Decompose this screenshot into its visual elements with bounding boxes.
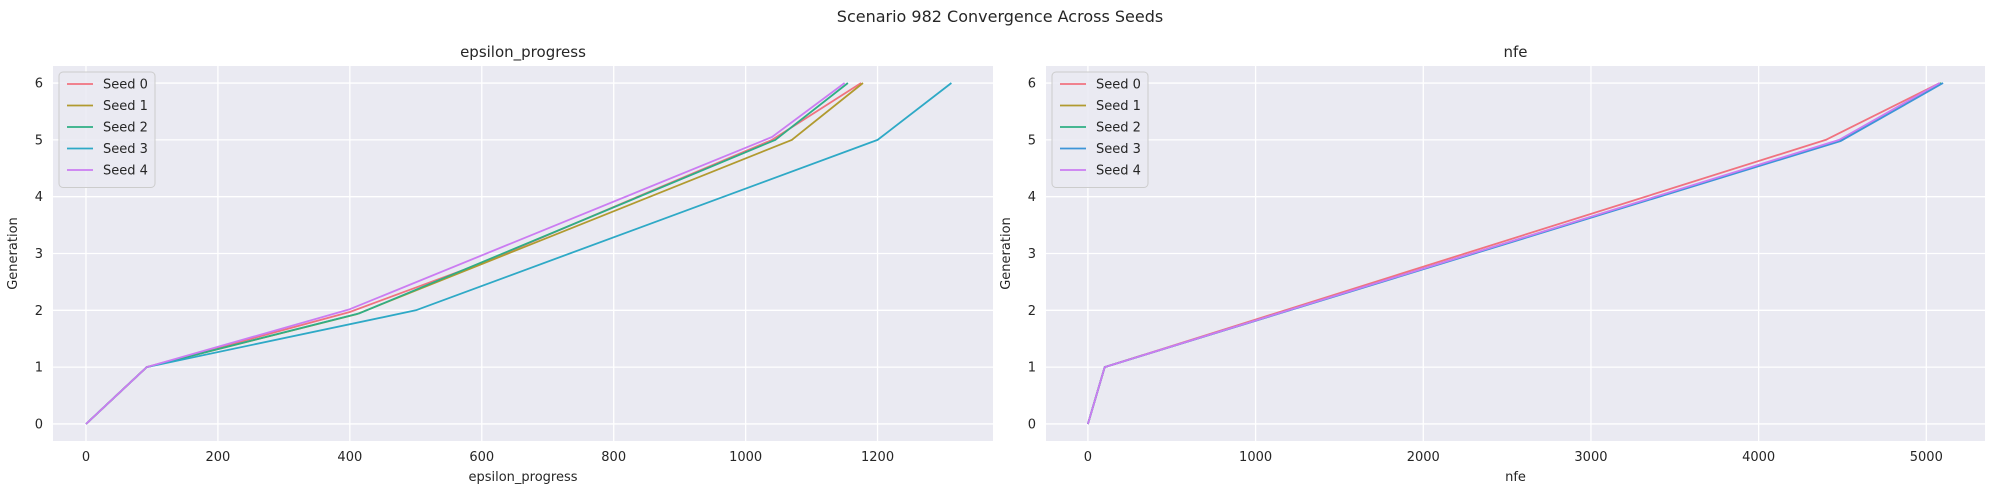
- y-axis-label: Generation: [999, 217, 1014, 290]
- legend-label: Seed 1: [1096, 99, 1141, 114]
- chart-panel-nfe: 0 1000 2000 3000 4000 5000 0 1 2 3 4 5 6 nfe Generatio…: [999, 43, 1985, 485]
- x-tick-label: 4000: [1742, 450, 1775, 465]
- legend-label: Seed 1: [103, 99, 148, 114]
- legend: Seed 0 Seed 1 Seed 2 Seed 3 Seed 4: [58, 71, 156, 188]
- x-tick-label: 1000: [729, 450, 762, 465]
- y-tick-label: 3: [35, 247, 43, 262]
- x-tick-label: 1200: [861, 450, 894, 465]
- y-tick-label: 1: [35, 361, 43, 376]
- y-tick-label: 5: [35, 133, 43, 148]
- figure-title: Scenario 982 Convergence Across Seeds: [837, 7, 1163, 26]
- legend-label: Seed 4: [103, 164, 148, 179]
- legend-box: [58, 71, 156, 188]
- chart-title: nfe: [1503, 43, 1527, 61]
- y-tick-label: 0: [35, 417, 43, 432]
- x-tick-label: 600: [469, 450, 494, 465]
- chart-title: epsilon_progress: [460, 43, 586, 62]
- legend: Seed 0 Seed 1 Seed 2 Seed 3 Seed 4: [1051, 71, 1149, 188]
- legend-label: Seed 4: [1096, 164, 1141, 179]
- y-tick-label: 4: [1028, 190, 1036, 205]
- y-tick-label: 0: [1028, 417, 1036, 432]
- x-tick-label: 0: [1084, 450, 1092, 465]
- chart-panel-epsilon-progress: 0 200 400 600 800 1000 1200 0 1 2 3 4 5 6 epsilon_prog…: [6, 43, 993, 485]
- y-axis-label: Generation: [6, 217, 21, 290]
- x-tick-label: 3000: [1574, 450, 1607, 465]
- legend-label: Seed 3: [1096, 142, 1141, 157]
- legend-label: Seed 2: [103, 121, 148, 136]
- series-line-seed-4: [85, 82, 846, 425]
- series-line-seed-4: [1087, 82, 1941, 425]
- legend-label: Seed 2: [1096, 121, 1141, 136]
- x-axis-label: epsilon_progress: [468, 470, 577, 485]
- y-tick-label: 4: [35, 190, 43, 205]
- y-tick-label: 2: [35, 304, 43, 319]
- legend-label: Seed 0: [1096, 78, 1141, 93]
- y-tick-label: 3: [1028, 247, 1036, 262]
- legend-label: Seed 3: [103, 142, 148, 157]
- y-tick-label: 6: [1028, 77, 1036, 92]
- y-tick-label: 2: [1028, 304, 1036, 319]
- x-tick-label: 2000: [1407, 450, 1440, 465]
- x-tick-label: 1000: [1239, 450, 1272, 465]
- x-tick-label: 200: [205, 450, 230, 465]
- x-tick-label: 800: [601, 450, 626, 465]
- x-tick-label: 5000: [1910, 450, 1943, 465]
- legend-box: [1051, 71, 1149, 188]
- x-tick-label: 400: [337, 450, 362, 465]
- y-tick-label: 5: [1028, 133, 1036, 148]
- y-tick-label: 6: [35, 77, 43, 92]
- x-tick-label: 0: [82, 450, 90, 465]
- x-axis-label: nfe: [1505, 470, 1526, 485]
- y-tick-label: 1: [1028, 361, 1036, 376]
- legend-label: Seed 0: [103, 78, 148, 93]
